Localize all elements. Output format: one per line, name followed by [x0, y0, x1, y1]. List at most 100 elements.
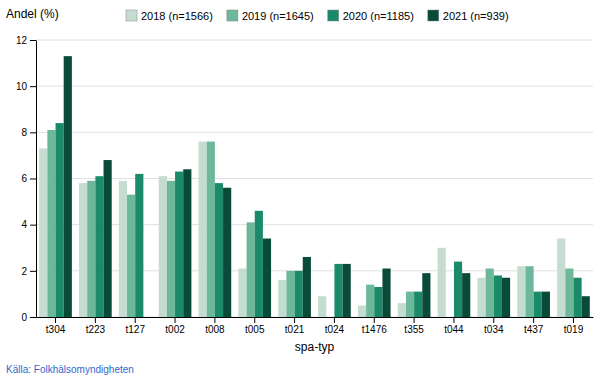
- bar: [167, 181, 175, 317]
- grid-line: [36, 178, 593, 179]
- bar: [334, 264, 342, 317]
- x-tick-mark: [414, 317, 415, 323]
- bar: [255, 211, 263, 317]
- bar: [517, 266, 525, 317]
- bar: [215, 183, 223, 317]
- x-tick-label: t034: [484, 324, 504, 335]
- bar-series: [64, 56, 590, 317]
- y-tick-label: 6: [21, 173, 27, 184]
- x-tick-mark: [55, 317, 56, 323]
- x-axis: t304t223t127t002t008t005t021t024t1476t35…: [37, 317, 594, 335]
- grid: [36, 40, 593, 317]
- x-tick-label: t223: [86, 324, 106, 335]
- y-tick-mark: [30, 271, 36, 272]
- y-axis-title: Andel (%): [6, 7, 59, 21]
- bar: [382, 269, 390, 317]
- legend-label: 2021 (n=939): [443, 10, 509, 22]
- bars: [39, 56, 590, 317]
- bar: [247, 222, 255, 317]
- bar: [64, 56, 72, 317]
- bar: [119, 181, 127, 317]
- bar: [183, 169, 191, 317]
- y-tick-mark: [30, 40, 36, 41]
- grid-line: [36, 132, 593, 133]
- x-tick-label: t021: [285, 324, 305, 335]
- x-tick-mark: [254, 317, 255, 323]
- y-tick-mark: [30, 317, 36, 318]
- bar: [557, 239, 565, 317]
- bar: [422, 273, 430, 317]
- chart: 024681012t304t223t127t002t008t005t021t02…: [0, 0, 605, 379]
- bar: [438, 248, 446, 317]
- y-tick: 4: [21, 219, 36, 230]
- y-tick: 8: [21, 127, 36, 138]
- source-note: Källa: Folkhälsomyndigheten: [6, 364, 134, 375]
- x-tick: t127: [125, 317, 145, 335]
- y-tick: 12: [16, 35, 36, 46]
- x-tick-label: t127: [125, 324, 145, 335]
- legend-swatch: [126, 10, 137, 21]
- bar: [135, 174, 143, 317]
- bar: [127, 195, 135, 317]
- legend-label: 2019 (n=1645): [242, 10, 314, 22]
- x-tick-label: t019: [564, 324, 584, 335]
- legend-item: 2021 (n=939): [428, 10, 509, 22]
- bar: [486, 269, 494, 317]
- y-tick-label: 10: [16, 81, 28, 92]
- bar: [238, 269, 246, 317]
- bar: [278, 280, 286, 317]
- bar: [79, 183, 87, 317]
- x-tick: t437: [524, 317, 544, 335]
- legend-item: 2020 (n=1185): [328, 10, 414, 22]
- bar: [573, 278, 581, 317]
- x-tick-mark: [135, 317, 136, 323]
- legend-label: 2020 (n=1185): [343, 10, 414, 22]
- grid-line: [36, 86, 593, 87]
- x-tick-mark: [374, 317, 375, 323]
- bar: [446, 317, 454, 318]
- bar: [159, 176, 167, 317]
- legend-item: 2019 (n=1645): [227, 10, 314, 22]
- bar: [263, 239, 271, 317]
- bar: [582, 296, 590, 317]
- bar: [494, 275, 502, 317]
- x-tick-mark: [533, 317, 534, 323]
- bar: [343, 264, 351, 317]
- y-tick-label: 8: [21, 127, 27, 138]
- x-tick-label: t008: [205, 324, 225, 335]
- bar: [374, 287, 382, 317]
- x-tick-label: t304: [46, 324, 66, 335]
- x-tick: t005: [245, 317, 265, 335]
- x-tick: t355: [404, 317, 424, 335]
- legend-swatch: [227, 10, 238, 21]
- y-tick-label: 0: [21, 312, 27, 323]
- x-axis-title: spa-typ: [295, 340, 335, 354]
- legend-swatch: [328, 10, 339, 21]
- x-tick-mark: [294, 317, 295, 323]
- y-axis: 0 2 4 6 8 10 12: [16, 35, 37, 323]
- bar: [39, 148, 47, 317]
- legend: 2018 (n=1566)2019 (n=1645)2020 (n=1185)2…: [126, 10, 509, 22]
- bar: [207, 142, 215, 317]
- plot-area: 024681012t304t223t127t002t008t005t021t02…: [16, 35, 594, 335]
- bar: [366, 285, 374, 317]
- x-tick: t019: [564, 317, 584, 335]
- x-tick-mark: [175, 317, 176, 323]
- x-tick: t002: [165, 317, 185, 335]
- bar: [143, 317, 151, 318]
- bar: [462, 273, 470, 317]
- x-tick-mark: [453, 317, 454, 323]
- x-tick: t1476: [362, 317, 387, 335]
- x-tick: t008: [205, 317, 225, 335]
- x-tick-label: t005: [245, 324, 265, 335]
- bar: [47, 130, 55, 317]
- x-tick-label: t002: [165, 324, 185, 335]
- bar: [358, 305, 366, 317]
- y-tick: 2: [21, 266, 36, 277]
- bar: [87, 181, 95, 317]
- y-tick-label: 2: [21, 266, 27, 277]
- grid-line: [36, 40, 593, 41]
- bar: [175, 172, 183, 317]
- bar-series: [47, 130, 573, 317]
- y-tick-label: 12: [16, 35, 28, 46]
